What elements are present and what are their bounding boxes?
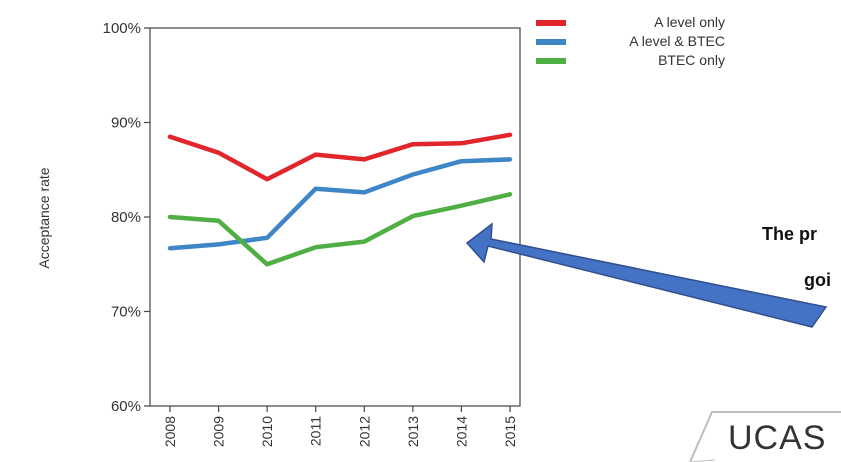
y-axis-label: Acceptance rate [36, 167, 52, 268]
x-tick-label: 2010 [259, 416, 275, 447]
annotation-text-line-2: goi [804, 270, 831, 290]
y-tick-label: 60% [111, 398, 141, 415]
x-tick-label: 2011 [308, 416, 324, 446]
series-lines [167, 132, 513, 267]
y-tick-label: 90% [111, 115, 141, 132]
y-tick-label: 70% [111, 304, 141, 321]
x-tick-label: 2013 [405, 416, 421, 447]
plot-frame [149, 27, 521, 407]
x-axis: 2008 2009 2010 2011 2012 2013 2014 2015 [162, 406, 518, 447]
y-axis: 60% 70% 80% 90% 100% [103, 20, 150, 415]
legend-label: A level only [654, 14, 725, 30]
annotation-arrow [465, 222, 828, 328]
series-line-btec-only [167, 192, 513, 267]
x-tick-label: 2008 [162, 416, 178, 447]
x-tick-label: 2015 [502, 416, 518, 447]
legend-label: BTEC only [658, 52, 725, 68]
x-tick-label: 2009 [211, 416, 227, 447]
x-tick-label: 2012 [356, 416, 372, 447]
annotation-text-line-1: The pr [762, 224, 817, 244]
y-tick-label: 100% [103, 20, 141, 37]
y-tick-label: 80% [111, 209, 141, 226]
legend-label: A level & BTEC [629, 33, 725, 49]
ucas-logo-text: UCAS [728, 419, 826, 457]
series-line-a-level-btec [167, 157, 513, 251]
ucas-logo: UCAS [689, 411, 841, 462]
legend: A level only A level & BTEC BTEC only [536, 14, 725, 68]
x-tick-label: 2014 [453, 416, 469, 447]
series-line-a-level-only [167, 132, 513, 182]
